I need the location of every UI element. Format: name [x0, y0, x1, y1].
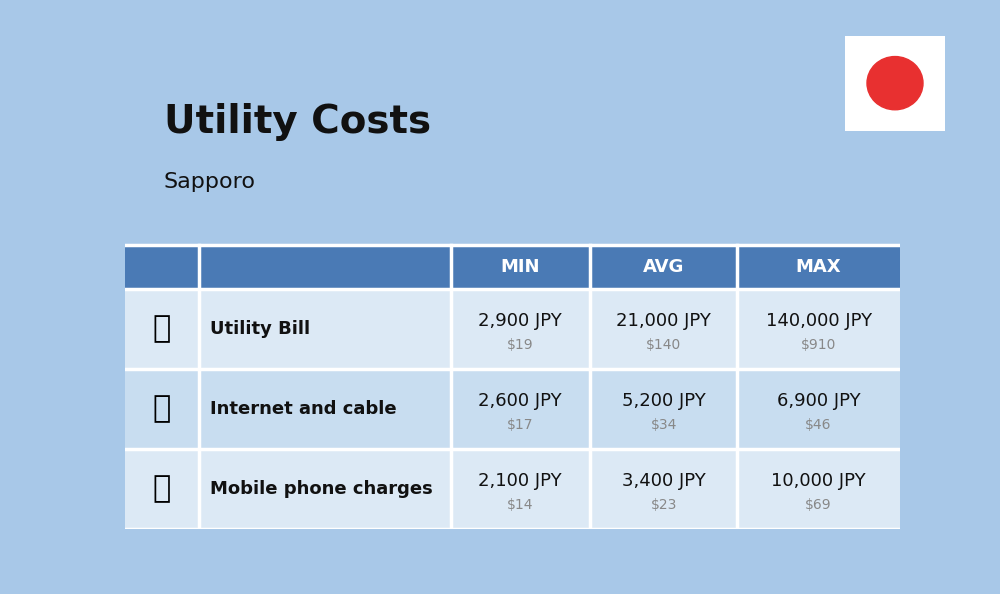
FancyBboxPatch shape [450, 368, 590, 448]
Text: 📡: 📡 [153, 394, 171, 423]
Text: 2,100 JPY: 2,100 JPY [478, 472, 562, 489]
Text: Utility Bill: Utility Bill [210, 320, 310, 337]
Text: $69: $69 [805, 498, 832, 511]
FancyBboxPatch shape [199, 289, 451, 368]
FancyBboxPatch shape [737, 448, 900, 529]
Text: $19: $19 [507, 337, 534, 352]
Text: 5,200 JPY: 5,200 JPY [622, 391, 706, 410]
Circle shape [867, 56, 923, 110]
Text: $140: $140 [646, 337, 681, 352]
Text: $23: $23 [650, 498, 677, 511]
Text: 2,900 JPY: 2,900 JPY [478, 311, 562, 330]
Text: MIN: MIN [501, 258, 540, 276]
Text: MAX: MAX [796, 258, 841, 276]
FancyBboxPatch shape [590, 448, 737, 529]
Text: Internet and cable: Internet and cable [210, 400, 397, 418]
Text: Utility Costs: Utility Costs [164, 103, 431, 141]
Text: Mobile phone charges: Mobile phone charges [210, 479, 433, 498]
Text: 140,000 JPY: 140,000 JPY [766, 311, 872, 330]
Text: 6,900 JPY: 6,900 JPY [777, 391, 860, 410]
FancyBboxPatch shape [450, 289, 590, 368]
Text: 🔌: 🔌 [153, 314, 171, 343]
FancyBboxPatch shape [737, 289, 900, 368]
Text: $910: $910 [801, 337, 836, 352]
Text: 10,000 JPY: 10,000 JPY [771, 472, 866, 489]
Text: 3,400 JPY: 3,400 JPY [622, 472, 706, 489]
Text: $46: $46 [805, 418, 832, 432]
FancyBboxPatch shape [199, 368, 451, 448]
Text: $17: $17 [507, 418, 534, 432]
FancyBboxPatch shape [125, 245, 900, 289]
FancyBboxPatch shape [125, 289, 199, 368]
Text: $34: $34 [650, 418, 677, 432]
Text: 21,000 JPY: 21,000 JPY [616, 311, 711, 330]
Text: AVG: AVG [643, 258, 684, 276]
FancyBboxPatch shape [842, 33, 948, 134]
Text: Sapporo: Sapporo [164, 172, 256, 192]
FancyBboxPatch shape [125, 368, 199, 448]
FancyBboxPatch shape [450, 448, 590, 529]
FancyBboxPatch shape [590, 289, 737, 368]
FancyBboxPatch shape [199, 448, 451, 529]
Text: $14: $14 [507, 498, 534, 511]
FancyBboxPatch shape [737, 368, 900, 448]
Text: 2,600 JPY: 2,600 JPY [478, 391, 562, 410]
FancyBboxPatch shape [125, 448, 199, 529]
FancyBboxPatch shape [590, 368, 737, 448]
Text: 📱: 📱 [153, 474, 171, 503]
